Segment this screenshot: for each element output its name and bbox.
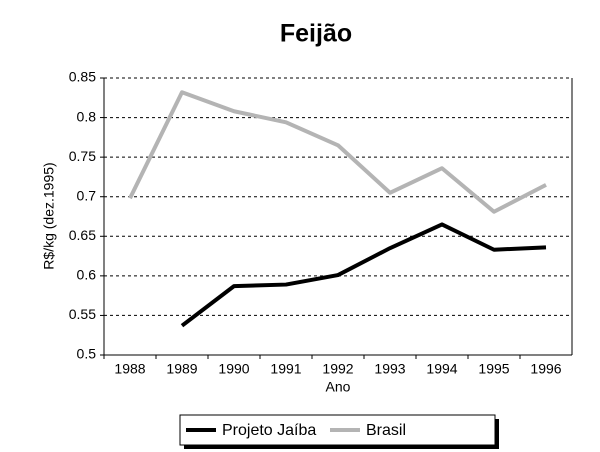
x-tick-label: 1991: [270, 361, 301, 377]
x-axis-label: Ano: [326, 379, 351, 395]
legend-label: Projeto Jaíba: [222, 422, 316, 439]
y-axis-label: R$/kg (dez.1995): [41, 162, 57, 269]
y-tick-label: 0.8: [77, 108, 97, 124]
y-tick-label: 0.55: [69, 306, 96, 322]
legend-box: [179, 414, 496, 446]
series-line: [128, 90, 547, 214]
y-tick-label: 0.7: [77, 187, 97, 203]
x-tick-label: 1993: [374, 361, 405, 377]
x-tick-label: 1994: [426, 361, 457, 377]
y-tick-label: 0.75: [69, 148, 96, 164]
y-tick-label: 0.6: [77, 267, 97, 283]
x-tick-label: 1988: [114, 361, 145, 377]
y-tick-label: 0.5: [77, 346, 97, 362]
y-tick-label: 0.65: [69, 227, 96, 243]
x-tick-label: 1989: [166, 361, 197, 377]
x-tick-label: 1992: [322, 361, 353, 377]
x-tick-label: 1990: [218, 361, 249, 377]
y-tick-label: 0.85: [69, 69, 96, 85]
chart-title: Feijão: [280, 20, 352, 48]
x-tick-label: 1995: [478, 361, 509, 377]
legend-label: Brasil: [366, 422, 406, 439]
x-tick-label: 1996: [530, 361, 561, 377]
series-line: [180, 222, 547, 328]
